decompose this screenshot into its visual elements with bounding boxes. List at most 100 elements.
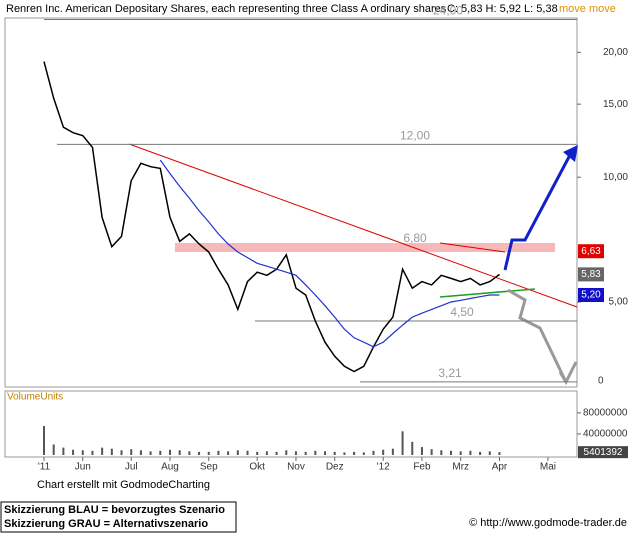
x-tick-label: Mai (540, 462, 556, 473)
volume-bar (236, 450, 239, 455)
x-tick-label: Sep (200, 462, 218, 473)
x-tick-label: Jul (125, 462, 138, 473)
x-tick-label: Mrz (452, 462, 469, 473)
volume-bar (217, 450, 220, 455)
volume-bar (285, 450, 288, 455)
volume-bar (168, 449, 171, 455)
volume-bar (256, 451, 259, 455)
x-tick-label: Aug (161, 462, 179, 473)
level-label: 6,80 (403, 231, 427, 245)
price-marker-label: 6,63 (581, 246, 601, 257)
price-marker-label: 5,20 (581, 290, 601, 301)
x-tick-label: '11 (38, 462, 51, 473)
volume-bar (362, 452, 365, 455)
volume-title: VolumeUnits (7, 392, 63, 403)
volume-bar (469, 450, 472, 455)
volume-bar (188, 451, 191, 455)
legend-gray: Skizzierung GRAU = Alternativszenario (4, 518, 208, 530)
volume-bar (43, 426, 45, 455)
volume-frame (4, 390, 578, 458)
copyright[interactable]: © http://www.godmode-trader.de (469, 517, 627, 529)
volume-bar (479, 451, 482, 455)
volume-bar (178, 450, 181, 455)
volume-bar (207, 451, 210, 455)
x-tick-label: Nov (287, 462, 305, 473)
volume-bar (343, 452, 346, 455)
volume-bar (101, 447, 104, 455)
volume-bar (149, 451, 152, 455)
trendline-short (439, 242, 506, 253)
volume-tick-label: 80000000 (583, 408, 628, 419)
volume-bar (391, 448, 394, 455)
price-frame (4, 17, 578, 388)
x-tick-label: Okt (249, 462, 265, 473)
volume-bar (294, 451, 297, 455)
volume-bar (450, 450, 453, 455)
volume-bar (159, 450, 162, 455)
x-tick-label: Feb (413, 462, 431, 473)
y-tick-label: 5,00 (609, 297, 629, 308)
volume-bar (246, 450, 249, 455)
volume-bar (227, 451, 230, 455)
level-label: 3,21 (438, 366, 462, 380)
volume-marker-label: 5401392 (584, 447, 623, 458)
volume-bar (459, 451, 462, 455)
support-line (439, 288, 536, 298)
volume-bar (411, 441, 414, 455)
volume-bar (420, 447, 423, 455)
volume-bar (304, 451, 307, 455)
credit: Chart erstellt mit GodmodeCharting (37, 479, 210, 491)
volume-bar (110, 448, 113, 455)
x-tick-label: '12 (377, 462, 390, 473)
volume-bar (72, 449, 75, 455)
level-label: 12,00 (400, 129, 430, 143)
legend-box (0, 501, 237, 533)
x-tick-label: Jun (75, 462, 91, 473)
x-tick-label: Apr (492, 462, 508, 473)
volume-bar (314, 450, 317, 455)
series-line (43, 61, 500, 373)
price-marker (578, 267, 604, 282)
y-tick-label: 15,00 (603, 99, 628, 110)
quote: C: 5,83 H: 5,92 L: 5,38 (447, 3, 558, 15)
volume-bar (382, 449, 385, 455)
volume-bar (488, 451, 491, 455)
y-tick-label: 10,00 (603, 172, 628, 183)
scenario-blue (503, 154, 572, 271)
volume-bar (91, 450, 94, 455)
trendline (128, 143, 578, 308)
x-tick-label: Dez (326, 462, 344, 473)
volume-bar (353, 451, 356, 455)
legend-blue: Skizzierung BLAU = bevorzugtes Szenario (4, 504, 225, 516)
volume-bar (120, 450, 123, 455)
volume-bar (430, 449, 433, 455)
price-marker (578, 244, 604, 259)
resistance-zone (175, 243, 555, 252)
scenario-gray (507, 288, 567, 381)
volume-bar (52, 444, 55, 455)
chart-title: Renren Inc. American Depositary Shares, … (6, 3, 447, 15)
volume-bar (62, 447, 65, 455)
y-tick-label: 20,00 (603, 47, 628, 58)
price-marker-label: 5,83 (581, 269, 601, 280)
volume-bar (81, 450, 84, 455)
volume-bar (440, 450, 443, 455)
volume-bar (498, 452, 501, 455)
volume-bar (401, 431, 404, 455)
volume-bar (372, 450, 375, 455)
level-label: 24,00 (433, 4, 463, 18)
quote-suffix: move move (559, 3, 616, 15)
volume-bar (198, 451, 201, 455)
axis-fragment: 0 (598, 376, 604, 387)
volume-bar (265, 451, 268, 455)
volume-bar (324, 451, 327, 455)
volume-marker (578, 446, 628, 459)
level-label: 4,50 (450, 305, 474, 319)
volume-bar (139, 450, 142, 455)
volume-tick-label: 40000000 (583, 429, 628, 440)
volume-bar (333, 451, 336, 455)
volume-bar (130, 449, 133, 455)
